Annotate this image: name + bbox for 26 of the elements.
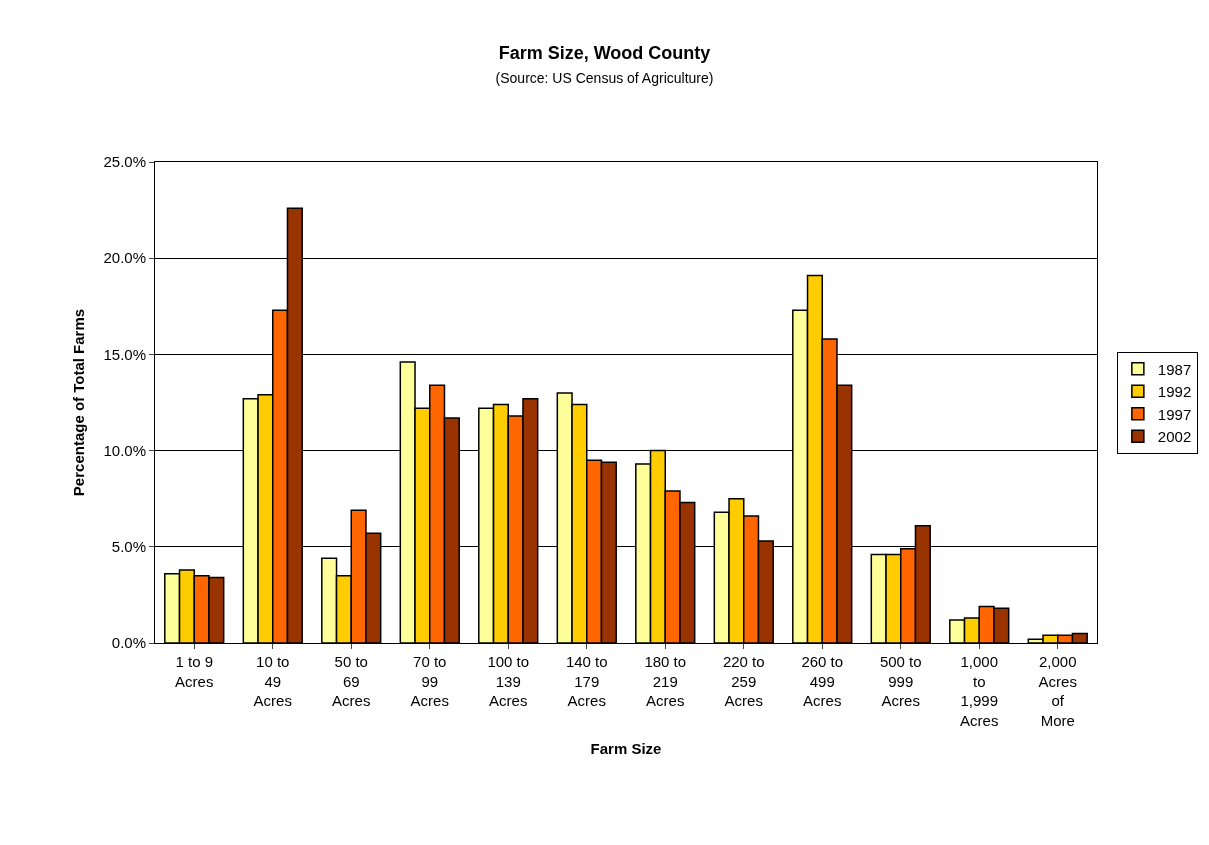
chart-title: Farm Size, Wood County: [498, 43, 711, 64]
x-tick-label: 100 to 139 Acres: [487, 653, 530, 709]
x-axis-title: Farm Size: [590, 739, 662, 757]
y-tick-label: 15.0%: [103, 345, 146, 363]
y-axis-title: Percentage of Total Farms: [69, 308, 87, 497]
x-tick-label: 180 to 219 Acres: [644, 653, 687, 709]
x-tick-label: 500 to 999 Acres: [879, 653, 922, 709]
x-tick-label: 10 to 49 Acres: [253, 653, 292, 709]
x-tick-label: 220 to 259 Acres: [722, 653, 765, 709]
chart-subtitle: (Source: US Census of Agriculture): [495, 69, 714, 86]
legend-label: 2002: [1157, 428, 1192, 446]
y-tick-label: 20.0%: [103, 249, 146, 267]
x-tick-label: 140 to 179 Acres: [565, 653, 608, 709]
x-tick-label: 1 to 9 Acres: [175, 653, 214, 690]
legend-label: 1997: [1157, 405, 1192, 423]
legend-label: 1992: [1157, 383, 1192, 401]
x-tick-label: 50 to 69 Acres: [332, 653, 371, 709]
y-tick-label: 10.0%: [103, 441, 146, 459]
y-tick-label: 25.0%: [103, 153, 146, 171]
x-tick-label: 1,000 to 1,999 Acres: [960, 653, 999, 729]
x-tick-label: 2,000 Acres of More: [1038, 653, 1077, 729]
y-tick-label: 5.0%: [111, 538, 146, 556]
x-tick-label: 70 to 99 Acres: [410, 653, 449, 709]
y-tick-label: 0.0%: [111, 634, 146, 652]
legend-label: 1987: [1157, 360, 1192, 378]
x-tick-label: 260 to 499 Acres: [801, 653, 844, 709]
